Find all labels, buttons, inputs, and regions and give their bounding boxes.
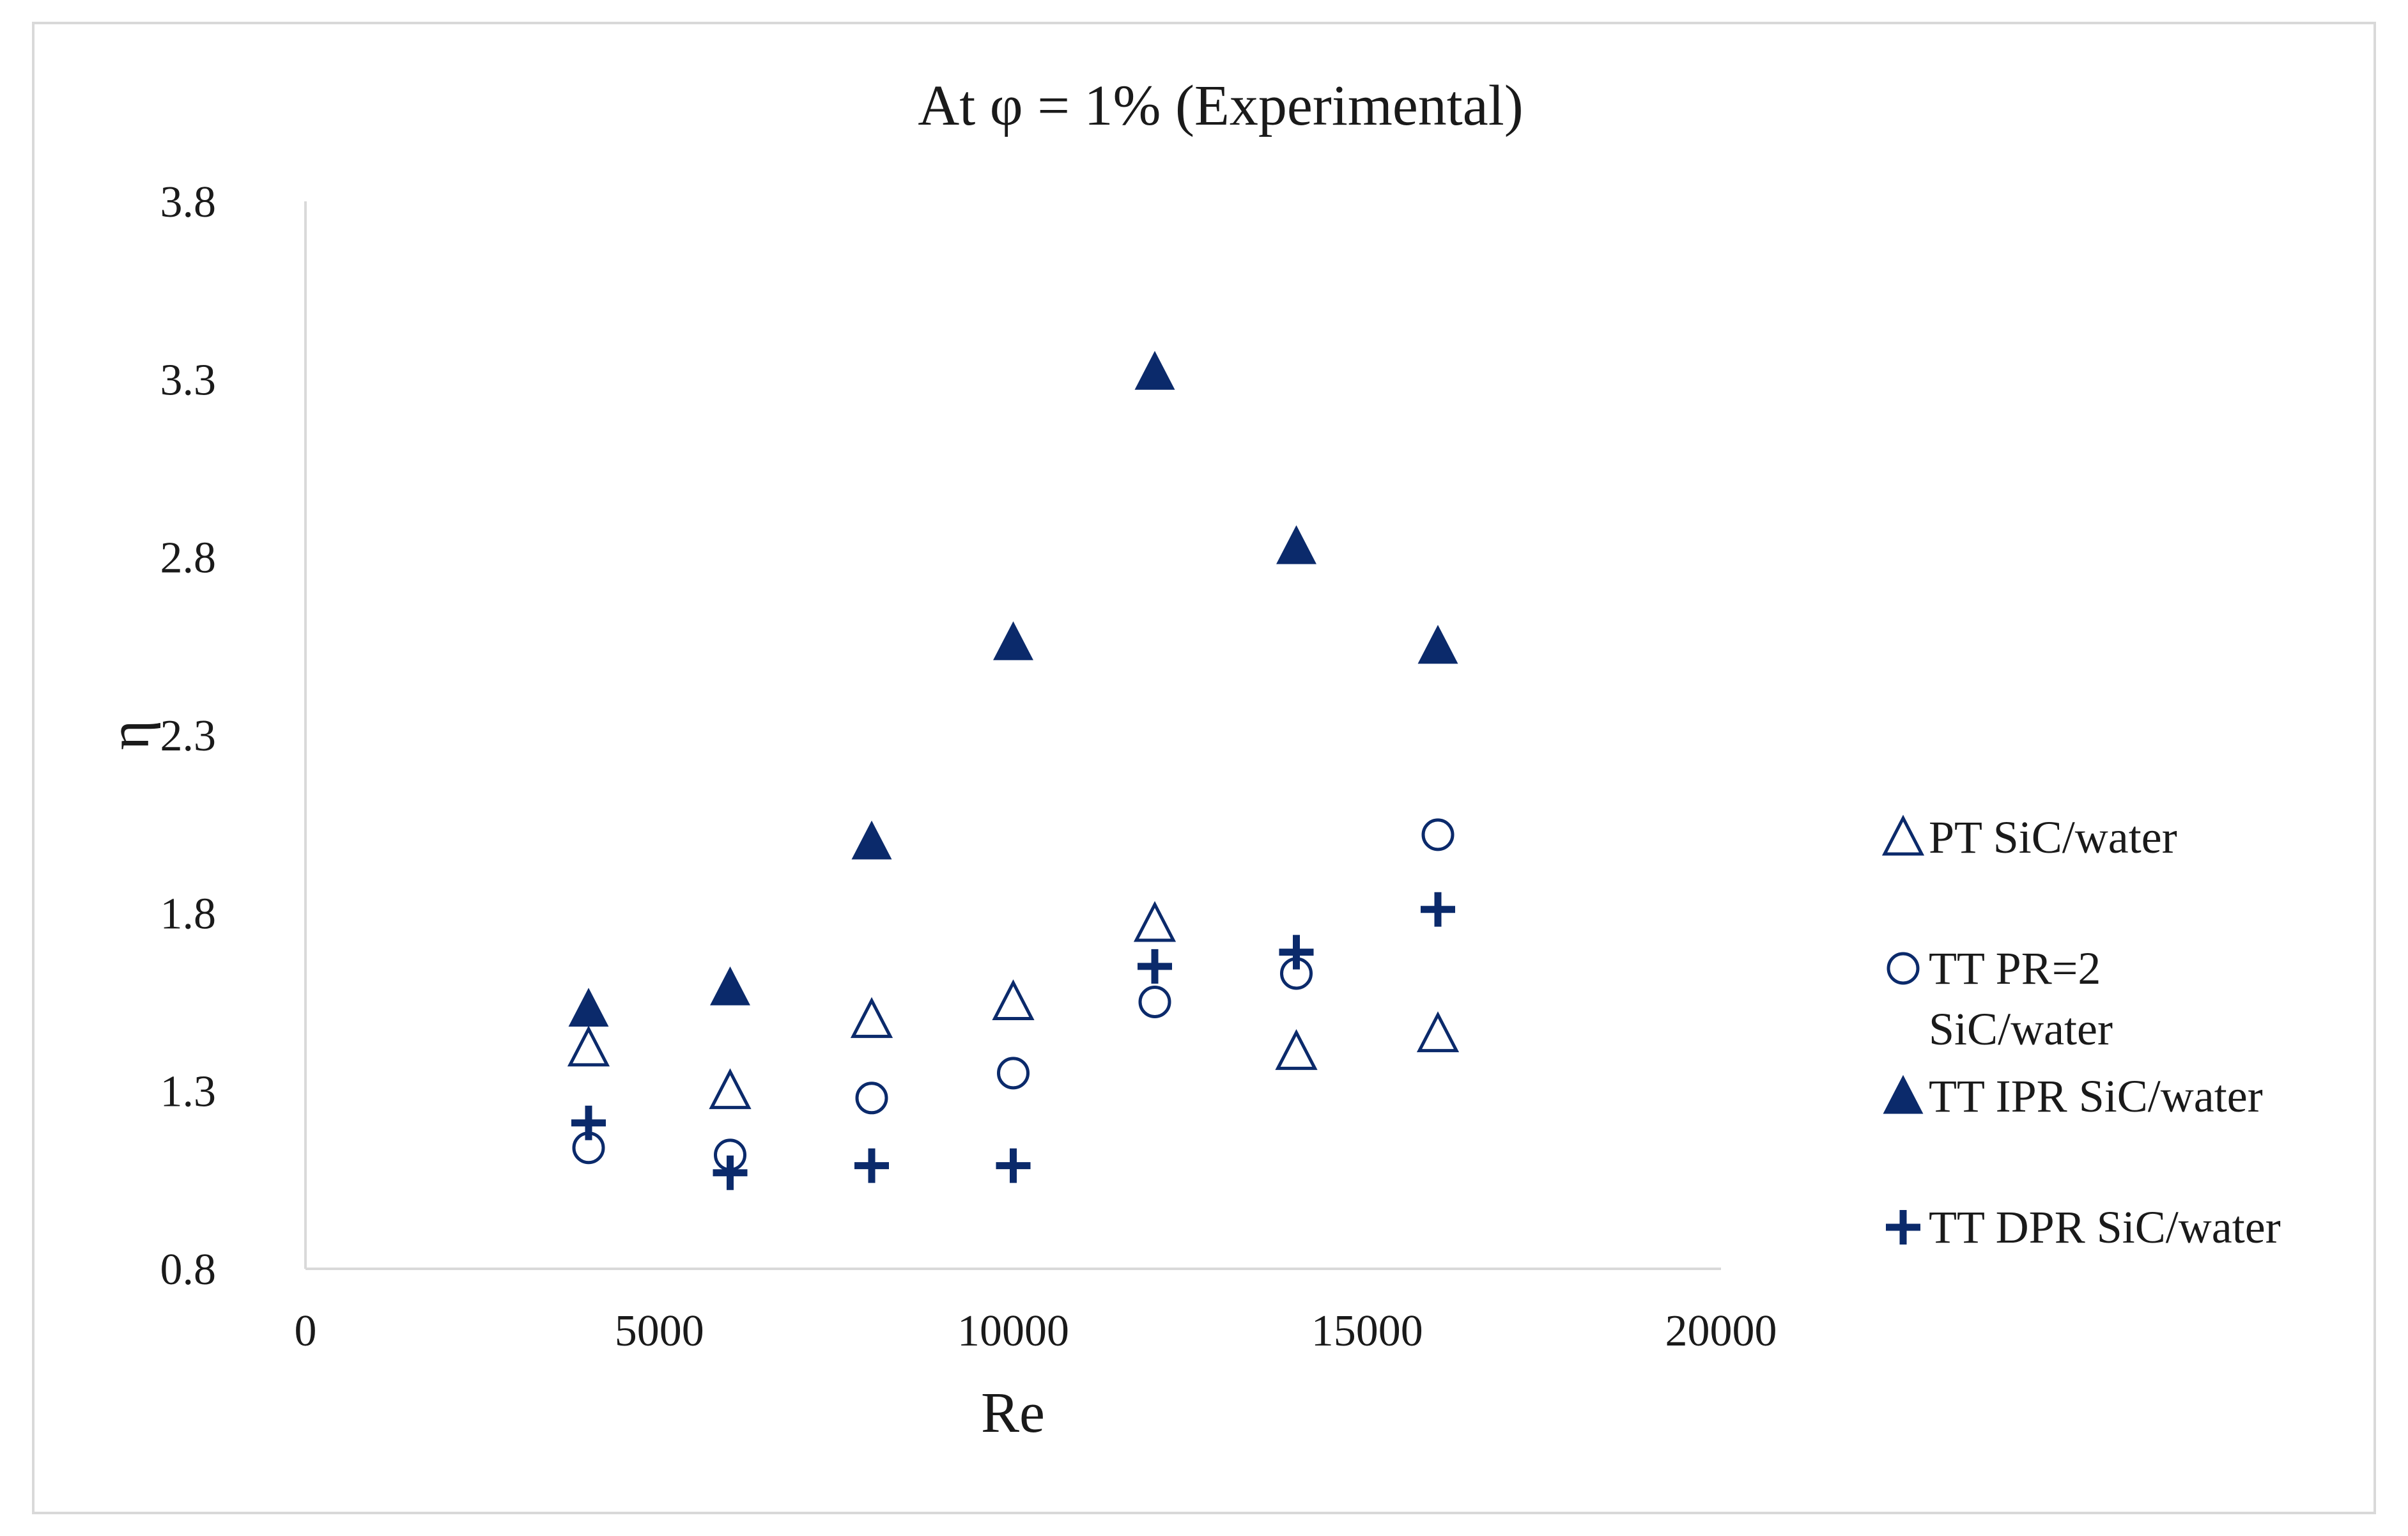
legend-label: SiC/water (1929, 1004, 2113, 1055)
data-point (571, 1105, 606, 1140)
data-point (993, 621, 1033, 660)
y-tick-label: 3.8 (160, 178, 217, 227)
data-point (854, 1148, 889, 1183)
x-tick-label: 10000 (957, 1307, 1069, 1356)
x-tick-label: 20000 (1665, 1307, 1777, 1356)
y-tick-label: 1.8 (160, 889, 217, 938)
data-point (851, 820, 892, 860)
legend-label: TT PR=2 (1929, 943, 2101, 994)
data-point (997, 1057, 1030, 1090)
data-point (713, 1155, 748, 1190)
data-point (1276, 525, 1316, 564)
data-point (1416, 1011, 1460, 1053)
data-point (1421, 892, 1455, 927)
data-point (996, 1148, 1031, 1183)
legend-item-3: TT IPR SiC/water (1883, 1071, 2263, 1122)
data-point (1279, 935, 1314, 970)
data-point (710, 966, 750, 1005)
series-3 (568, 350, 1458, 1027)
series-1 (567, 901, 1460, 1110)
data-points (567, 350, 1460, 1190)
data-point (1138, 986, 1171, 1018)
data-point (709, 1068, 752, 1110)
y-tick-label: 2.8 (160, 534, 217, 583)
data-point (1134, 350, 1175, 390)
y-axis-label: η (98, 720, 161, 750)
x-tick-label: 0 (295, 1307, 317, 1356)
legend-marker (1886, 1210, 1920, 1245)
legend-marker (1883, 1074, 1924, 1114)
x-tick-labels: 0 5000 10000 15000 20000 (295, 1307, 1777, 1356)
legend-label: PT SiC/water (1929, 812, 2177, 863)
data-point (567, 1025, 610, 1067)
x-axis-label: Re (981, 1381, 1045, 1445)
y-tick-label: 3.3 (160, 355, 217, 405)
legend-label: TT IPR SiC/water (1929, 1071, 2263, 1122)
legend-item-4: TT DPR SiC/water (1886, 1202, 2281, 1253)
legend-marker (1887, 952, 1920, 985)
data-point (1138, 949, 1172, 984)
data-point (1421, 818, 1455, 851)
legend-item-2: TT PR=2 SiC/water (1887, 943, 2113, 1055)
x-tick-label: 15000 (1311, 1307, 1423, 1356)
y-tick-labels: 0.8 1.3 1.8 2.3 2.8 3.3 3.8 (160, 178, 217, 1294)
data-point (568, 988, 609, 1027)
legend-label: TT DPR SiC/water (1929, 1202, 2281, 1253)
series-4 (571, 892, 1455, 1190)
data-point (992, 979, 1035, 1020)
legend: PT SiC/water TT PR=2 SiC/water TT IPR SiC/w… (1881, 812, 2281, 1253)
y-tick-label: 2.3 (160, 711, 217, 761)
data-point (1133, 901, 1177, 942)
data-point (1275, 1028, 1318, 1070)
legend-item-1: PT SiC/water (1881, 812, 2177, 863)
data-point (1417, 624, 1458, 664)
data-point (850, 997, 893, 1038)
chart-frame (32, 22, 2376, 1514)
y-tick-label: 0.8 (160, 1245, 217, 1294)
data-point (855, 1082, 888, 1115)
x-tick-label: 5000 (615, 1307, 704, 1356)
legend-marker (1881, 814, 1925, 856)
chart-title: At φ = 1% (Experimental) (918, 74, 1523, 137)
y-tick-label: 1.3 (160, 1067, 217, 1117)
series-2 (572, 818, 1455, 1172)
